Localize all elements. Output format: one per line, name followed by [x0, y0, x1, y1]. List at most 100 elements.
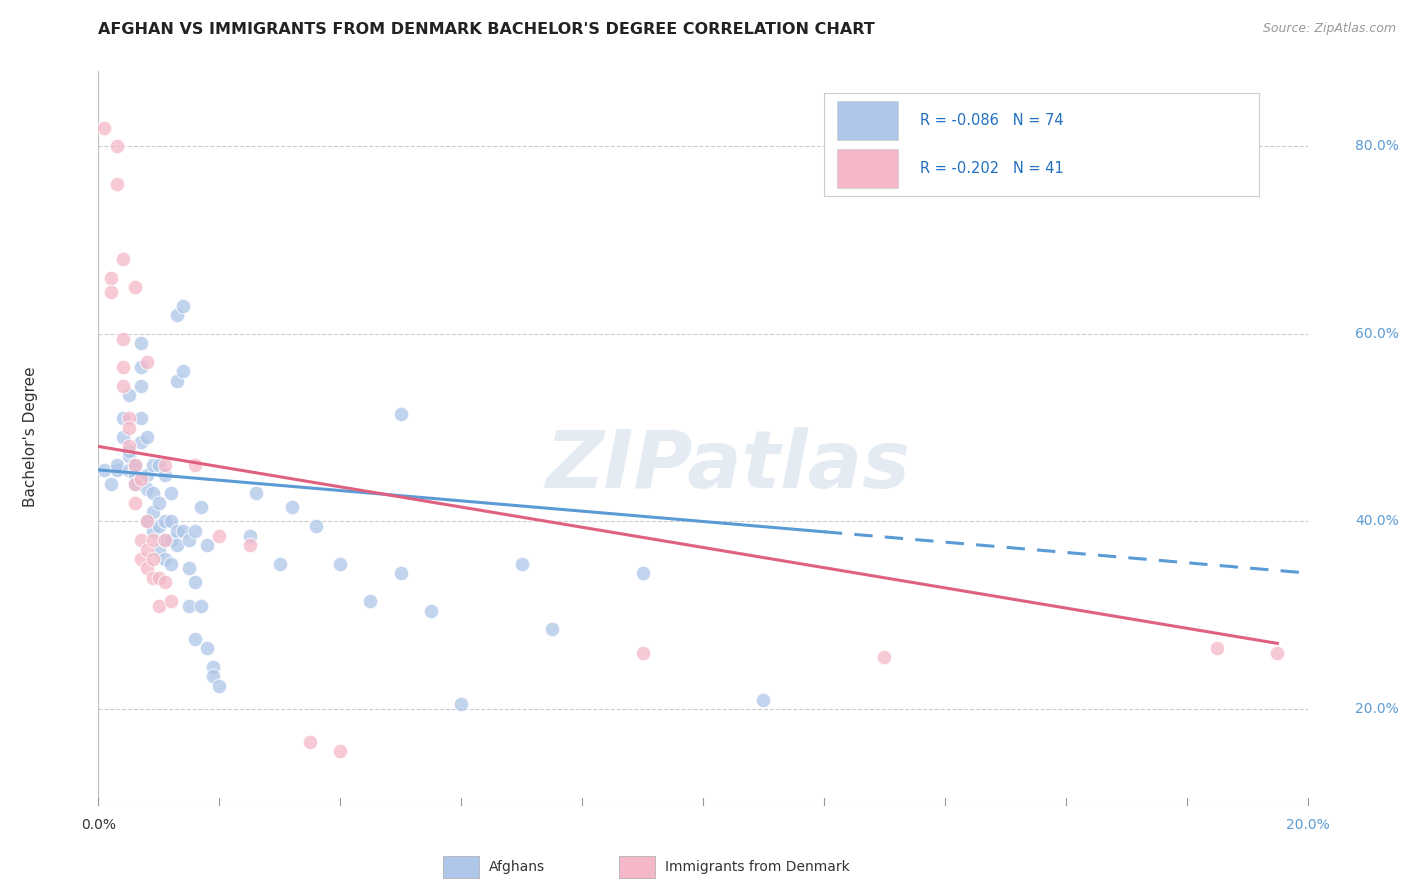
Point [142, 552, 165, 566]
Point [111, 430, 134, 444]
Point [135, 430, 157, 444]
Point [100, 285, 122, 299]
Point [153, 533, 176, 548]
Point [239, 528, 262, 542]
Text: Afghans: Afghans [489, 860, 546, 874]
Point [329, 744, 352, 758]
Point [124, 280, 146, 294]
Text: 40.0%: 40.0% [1355, 515, 1399, 528]
Text: 0.0%: 0.0% [82, 818, 115, 832]
Point [184, 458, 207, 473]
Point [111, 332, 134, 346]
Point [142, 458, 165, 473]
Point [135, 355, 157, 369]
Point [118, 440, 141, 454]
Point [124, 477, 146, 491]
Point [177, 561, 201, 575]
Point [184, 524, 207, 538]
Point [160, 486, 183, 500]
Point [202, 660, 225, 674]
Point [1206, 641, 1229, 656]
Point [93, 463, 115, 477]
Point [124, 458, 146, 473]
Point [124, 467, 146, 482]
Point [239, 538, 262, 552]
Point [129, 378, 152, 392]
Text: 20.0%: 20.0% [1355, 702, 1399, 716]
Text: AFGHAN VS IMMIGRANTS FROM DENMARK BACHELOR'S DEGREE CORRELATION CHART: AFGHAN VS IMMIGRANTS FROM DENMARK BACHEL… [98, 22, 875, 37]
Point [873, 650, 896, 665]
Point [124, 477, 146, 491]
Point [129, 472, 152, 486]
Point [153, 458, 176, 473]
Point [160, 533, 183, 548]
Point [195, 641, 218, 656]
Point [360, 594, 382, 608]
Point [1265, 646, 1288, 660]
Point [118, 463, 141, 477]
Point [305, 519, 328, 533]
Point [281, 500, 304, 515]
Point [153, 533, 176, 548]
Point [111, 252, 134, 266]
Point [510, 557, 533, 571]
Point [142, 571, 165, 585]
Point [177, 599, 201, 613]
Point [105, 139, 128, 153]
Point [118, 420, 141, 434]
Point [184, 575, 207, 590]
Point [129, 552, 152, 566]
Point [450, 698, 472, 712]
Point [135, 515, 157, 529]
Point [153, 575, 176, 590]
Point [190, 500, 212, 515]
Point [111, 411, 134, 425]
Point [172, 299, 194, 313]
Point [111, 359, 134, 374]
Point [148, 542, 170, 557]
Point [631, 646, 654, 660]
Point [100, 270, 122, 285]
Point [142, 533, 165, 548]
Point [245, 486, 267, 500]
Point [129, 359, 152, 374]
Point [208, 528, 231, 542]
Point [124, 463, 146, 477]
Point [129, 434, 152, 449]
Point [160, 515, 183, 529]
Point [105, 458, 128, 473]
Text: 20.0%: 20.0% [1285, 818, 1330, 832]
Point [389, 407, 412, 421]
Point [135, 515, 157, 529]
Point [153, 515, 176, 529]
Point [172, 524, 194, 538]
Text: 80.0%: 80.0% [1355, 139, 1399, 153]
Point [148, 458, 170, 473]
Point [129, 411, 152, 425]
Point [160, 594, 183, 608]
Point [177, 533, 201, 548]
Point [172, 364, 194, 378]
Point [166, 524, 188, 538]
Text: 60.0%: 60.0% [1355, 327, 1399, 341]
Point [752, 692, 775, 706]
Point [166, 308, 188, 322]
Point [124, 458, 146, 473]
Point [111, 378, 134, 392]
Point [269, 557, 291, 571]
Point [142, 505, 165, 519]
Point [540, 623, 562, 637]
Point [184, 632, 207, 646]
Point [142, 486, 165, 500]
Point [160, 557, 183, 571]
Point [100, 477, 122, 491]
Point [208, 679, 231, 693]
Point [129, 533, 152, 548]
Point [153, 467, 176, 482]
Point [118, 449, 141, 463]
Point [148, 571, 170, 585]
Point [118, 444, 141, 458]
Point [148, 599, 170, 613]
Point [93, 120, 115, 135]
Point [135, 561, 157, 575]
